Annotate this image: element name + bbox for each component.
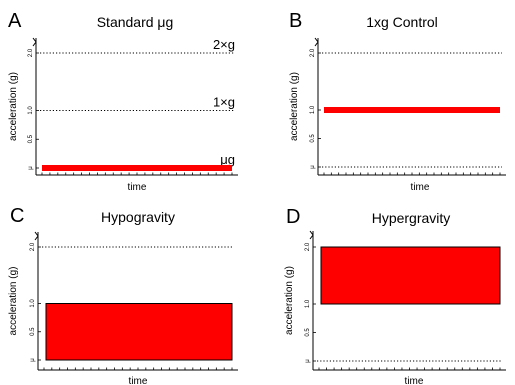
y-axis-tip [314, 37, 319, 47]
panel-letter: B [289, 10, 302, 32]
series-level-bar [42, 165, 232, 171]
series-level-bar [324, 107, 500, 113]
y-tick-label: 2.0 [30, 242, 36, 251]
y-tick-label: μ [310, 165, 316, 169]
y-axis-label: acceleration (g) [284, 266, 295, 335]
y-axis-label: acceleration (g) [8, 72, 19, 141]
y-tick-label: 1.0 [30, 299, 36, 308]
reference-label: 2×g [213, 37, 235, 52]
y-tick-label: 0.5 [30, 327, 36, 336]
series-band [45, 303, 233, 361]
panel-letter: D [286, 206, 300, 228]
panel-d: 2.0 1.0 0.5 μ D Hypergravity acceleration (g) t… [284, 206, 506, 385]
x-axis-label: time [129, 376, 148, 385]
y-axis-tip [34, 231, 39, 241]
y-tick-label: 0.5 [310, 134, 316, 143]
y-tick-label: 2.0 [28, 48, 34, 57]
reference-label: 1×g [213, 95, 235, 110]
y-tick-label: μ [28, 166, 34, 170]
y-tick-label: 0.5 [28, 134, 34, 143]
panel-c: 2.0 1.0 0.5 μ C Hypogravity acceleration (g) ti… [8, 205, 238, 385]
x-axis-label: time [405, 376, 424, 385]
panel-b: 2.0 1.0 0.5 μ B 1xg Control acceleration (g) ti… [289, 10, 506, 193]
panel-title: 1xg Control [366, 14, 438, 30]
panel-letter: A [8, 10, 22, 32]
panel-title: Hypogravity [101, 209, 175, 225]
y-axis-label: acceleration (g) [289, 72, 300, 141]
x-axis-label: time [128, 182, 147, 193]
series-band [320, 246, 501, 305]
y-tick-label: μ [30, 358, 36, 362]
y-axis-tip [309, 230, 314, 240]
panel-title: Hypergravity [372, 210, 451, 226]
y-tick-label: μ [305, 359, 311, 363]
y-tick-label: 2.0 [310, 48, 316, 57]
y-tick-label: 2.0 [305, 242, 311, 251]
panel-a: 2×g 1×g μg 2.0 1.0 0.5 μ A Standard μg accelerati… [8, 10, 238, 193]
y-tick-label: 1.0 [28, 106, 34, 115]
panel-title: Standard μg [97, 14, 174, 30]
reference-label: μg [220, 152, 235, 167]
y-axis-label: acceleration (g) [8, 267, 19, 336]
panel-letter: C [10, 205, 24, 227]
y-tick-label: 0.5 [305, 328, 311, 337]
y-tick-label: 1.0 [310, 105, 316, 114]
x-axis-label: time [411, 182, 430, 193]
y-tick-label: 1.0 [305, 299, 311, 308]
y-axis-tip [32, 37, 37, 47]
